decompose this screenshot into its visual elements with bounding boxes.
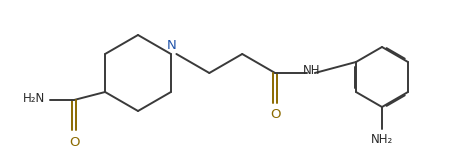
Text: H₂N: H₂N	[23, 93, 45, 106]
Text: NH₂: NH₂	[370, 133, 392, 146]
Text: O: O	[69, 135, 79, 148]
Text: O: O	[269, 108, 280, 122]
Text: NH: NH	[302, 64, 320, 78]
Text: N: N	[166, 39, 176, 52]
